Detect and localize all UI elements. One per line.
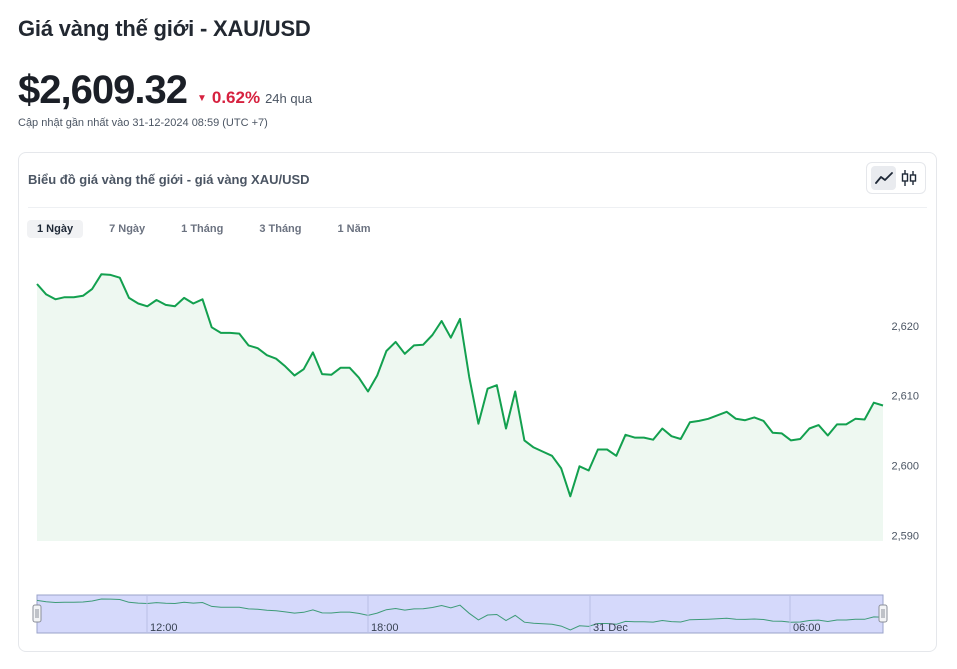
navigator[interactable]: 12:00 18:00 31 Dec 06:00 [32, 594, 888, 634]
navigator-x-tick-label: 12:00 [150, 622, 178, 634]
line-chart-icon [874, 172, 893, 184]
triangle-down-icon: ▼ [196, 93, 207, 104]
main-plot [36, 273, 884, 541]
navigator-selection[interactable] [36, 594, 884, 634]
candlestick-icon [901, 170, 916, 186]
card-divider [28, 207, 927, 208]
price-change-percent: 0.62% [211, 88, 261, 107]
navigator-right-handle[interactable] [878, 604, 888, 623]
range-tab-7-days[interactable]: 7 Ngày [109, 223, 146, 235]
range-tab-1-month[interactable]: 1 Tháng [181, 223, 224, 235]
page-title: Giá vàng thế giới - XAU/USD [18, 16, 311, 41]
y-tick-label: 2,590 [891, 530, 919, 542]
navigator-x-tick-label: 18:00 [371, 622, 399, 634]
price-area [37, 274, 883, 541]
chart-card-title: Biểu đồ giá vàng thế giới - giá vàng XAU… [28, 172, 310, 187]
price-change: ▼ 0.62% [197, 88, 260, 108]
navigator-line [36, 598, 884, 631]
navigator-left-handle[interactable] [32, 604, 42, 623]
line-chart-button[interactable] [871, 166, 896, 190]
range-tab-3-months[interactable]: 3 Tháng [259, 223, 302, 235]
navigator-x-tick-label: 31 Dec [593, 622, 628, 634]
range-tab-1-year[interactable]: 1 Năm [337, 223, 371, 235]
price-row: $2,609.32 ▼ 0.62% 24h qua [18, 68, 312, 113]
navigator-x-tick-label: 06:00 [793, 622, 821, 634]
chart-type-toggle [866, 162, 926, 194]
current-price: $2,609.32 [18, 68, 188, 112]
y-axis: 2,590 2,600 2,610 2,620 [891, 321, 919, 543]
y-tick-label: 2,620 [891, 321, 919, 333]
time-range-tabs: 1 Ngày 7 Ngày 1 Tháng 3 Tháng 1 Năm [27, 220, 397, 238]
candlestick-button[interactable] [896, 166, 921, 190]
price-line-series [36, 273, 884, 498]
y-tick-label: 2,600 [891, 461, 919, 473]
change-period: 24h qua [265, 91, 313, 106]
last-updated: Cập nhật gần nhất vào 31-12-2024 08:59 (… [18, 117, 268, 129]
y-tick-label: 2,610 [891, 391, 919, 403]
range-tab-1-day[interactable]: 1 Ngày [27, 220, 84, 238]
